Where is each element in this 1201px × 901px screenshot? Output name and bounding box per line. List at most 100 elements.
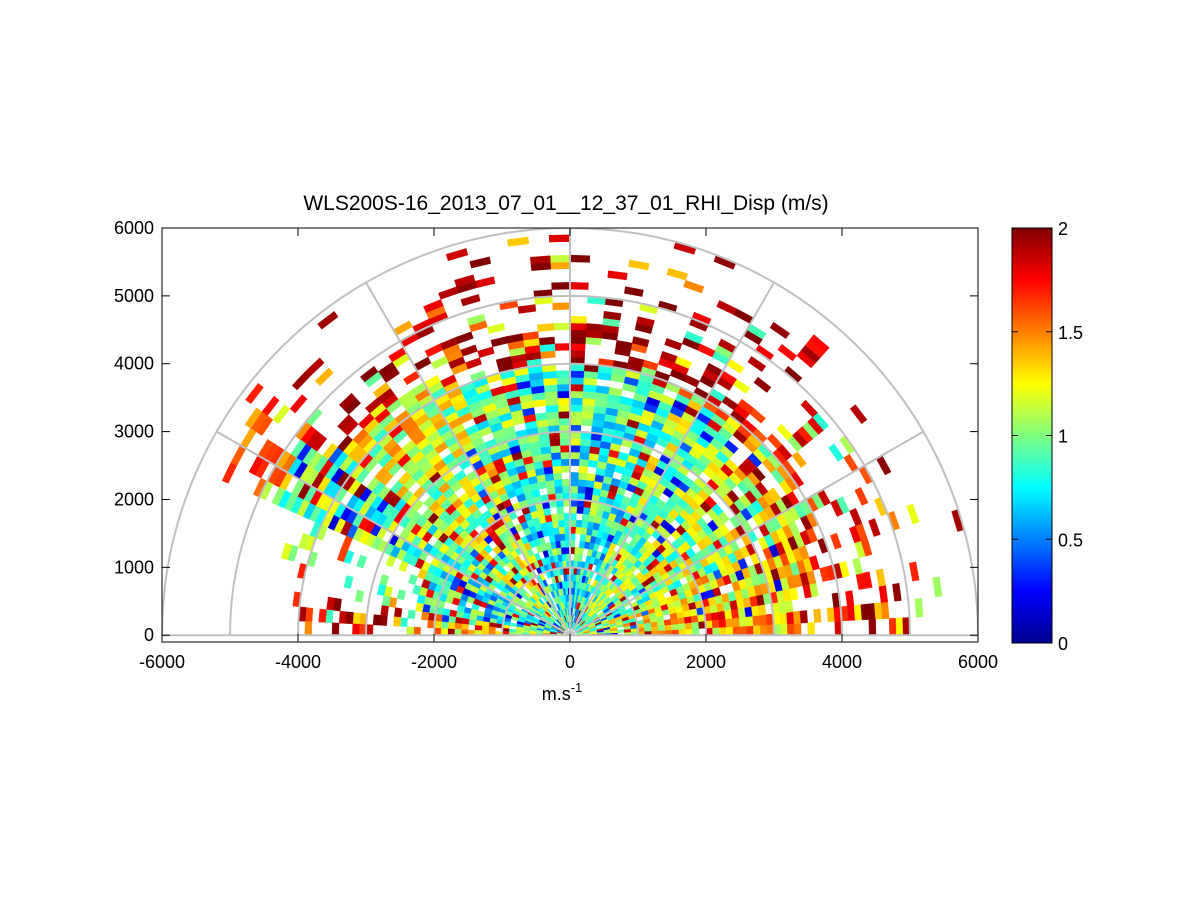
scan-cell <box>544 472 554 482</box>
scan-cell <box>551 458 562 467</box>
scan-cell <box>712 627 720 636</box>
scan-cell <box>537 323 555 332</box>
scan-cell <box>556 377 571 385</box>
scan-cell <box>352 623 360 636</box>
scan-cell <box>569 506 578 514</box>
scan-cell <box>438 286 459 300</box>
scan-cell <box>575 519 583 528</box>
y-tick-label: 3000 <box>114 422 154 442</box>
scan-cell <box>550 451 561 460</box>
scan-cell <box>550 261 571 270</box>
scan-cell <box>691 628 700 636</box>
scan-cell <box>569 349 586 358</box>
scan-cell <box>560 465 571 473</box>
scan-cell <box>454 622 463 630</box>
y-tick-label: 0 <box>144 625 154 645</box>
scan-cell <box>914 598 924 618</box>
scan-cell <box>551 465 562 474</box>
scan-cell <box>556 512 565 521</box>
scan-cell <box>569 377 584 385</box>
scan-cell <box>569 343 586 351</box>
scan-cell <box>684 330 704 345</box>
scan-cell <box>580 418 593 427</box>
scan-cell <box>445 248 469 262</box>
scan-cell <box>582 384 597 393</box>
scan-cell <box>406 626 415 636</box>
scan-cell <box>710 611 720 621</box>
scan-cell <box>579 451 590 460</box>
y-tick-label: 4000 <box>114 354 154 374</box>
scan-cell <box>559 438 571 446</box>
scan-cell <box>725 626 734 636</box>
scan-cell <box>580 526 588 535</box>
scan-cell <box>595 385 610 395</box>
scan-cell <box>807 622 816 636</box>
azimuth-spoke <box>569 282 775 636</box>
scan-cell <box>569 370 585 378</box>
x-axis-label-exponent: -1 <box>571 680 583 695</box>
scan-cell <box>784 599 794 613</box>
scan-cell <box>466 313 486 326</box>
scan-cell <box>664 338 683 351</box>
scan-cell <box>753 625 761 636</box>
scan-cell <box>552 472 563 481</box>
scan-cell <box>862 571 873 589</box>
scan-cell <box>780 623 788 636</box>
scan-cell <box>555 370 571 378</box>
scan-cell <box>393 607 403 618</box>
scan-cell <box>424 343 444 358</box>
x-tick-label: -2000 <box>411 652 457 672</box>
scan-cell <box>569 336 586 345</box>
scan-cell <box>372 382 391 399</box>
scan-cell <box>581 513 590 522</box>
scan-cell <box>660 350 678 364</box>
scan-cell <box>551 282 571 290</box>
scan-cell <box>352 612 361 625</box>
scan-cell <box>558 410 571 419</box>
scan-cell <box>717 610 726 620</box>
scan-cell <box>221 462 238 484</box>
scan-cell <box>836 496 850 515</box>
scan-cell <box>415 602 424 613</box>
scan-cell <box>407 609 416 620</box>
scan-cell <box>385 554 397 568</box>
scan-cell <box>490 336 509 348</box>
scan-cell <box>826 607 836 622</box>
scan-cell <box>542 370 557 379</box>
scan-cell <box>572 573 577 582</box>
scan-cell <box>799 610 808 624</box>
scan-cell <box>584 486 594 495</box>
scan-cell <box>582 377 598 386</box>
scan-cell <box>569 390 584 399</box>
scan-cell <box>587 514 596 523</box>
scan-cell <box>875 568 886 587</box>
scan-cell <box>354 589 365 603</box>
scan-cell <box>304 621 313 636</box>
scan-cell <box>413 626 421 636</box>
scan-cell <box>809 555 820 571</box>
colorbar-ticks: 0 0.5 1 1.5 2 <box>1012 219 1083 654</box>
scan-cell <box>569 329 587 338</box>
scan-cell <box>314 367 334 386</box>
scan-cell <box>343 575 354 589</box>
scan-cell <box>547 418 560 427</box>
x-tick-label: 0 <box>565 652 575 672</box>
scan-cell <box>786 611 795 625</box>
scan-cell <box>245 382 264 405</box>
scan-cell <box>557 519 565 528</box>
scan-cell <box>636 316 655 328</box>
scan-cell <box>556 383 571 392</box>
scan-cell <box>671 623 679 631</box>
scan-cell <box>569 322 587 331</box>
scan-cell <box>631 336 650 348</box>
scan-cell <box>579 533 587 542</box>
scan-cell <box>331 622 340 636</box>
scan-cell <box>440 628 449 636</box>
scan-cell <box>582 506 591 515</box>
y-tick-label: 6000 <box>114 218 154 238</box>
y-tick-label: 5000 <box>114 286 154 306</box>
scan-cell <box>732 617 741 627</box>
scan-cell <box>578 547 585 556</box>
scan-cell <box>776 423 793 441</box>
